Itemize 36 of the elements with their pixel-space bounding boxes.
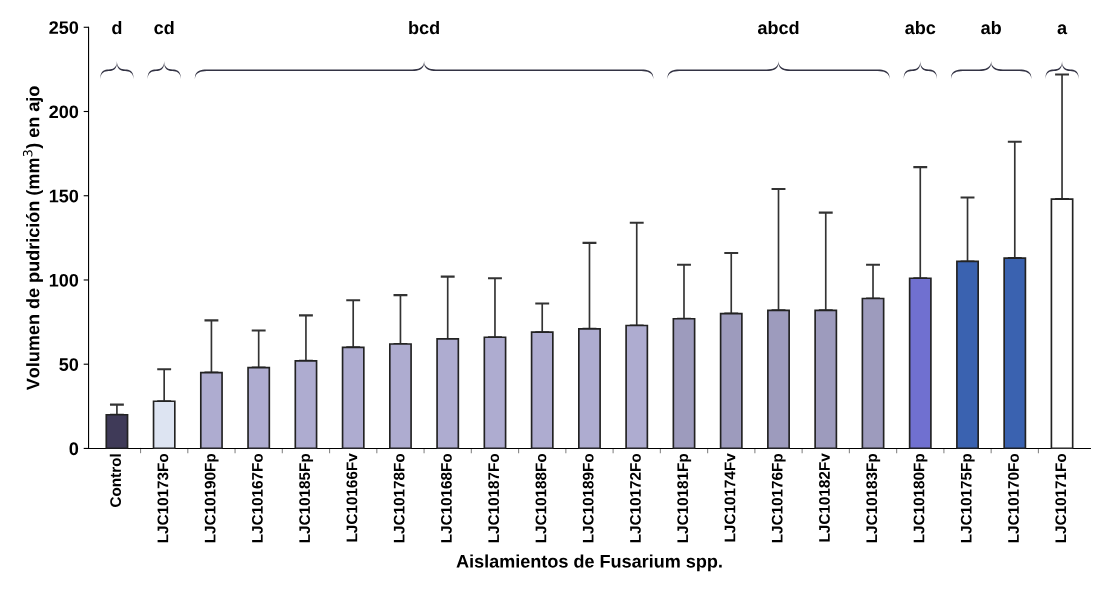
x-tick-label: LJC10168Fo [440,453,452,543]
x-tick-label: LJC10190Fp [204,453,219,543]
x-tick-label: LJC10167Fo [251,453,263,543]
x-tick-label: LJC10181Fp [677,453,692,543]
y-tick-label: 100 [49,273,79,287]
annotation: bcd [409,20,439,35]
y-axis-title: Volumen de pudrición (mm$^{3}$) en ajo [22,86,43,391]
annotation: a [1057,24,1068,35]
x-tick-label: LJC10172Fo [630,453,641,543]
annotation: abc [905,20,936,35]
x-tick-label: LJC10173Fo [157,453,169,543]
x-tick-label: LJC10178Fo [393,453,405,543]
x-tick-label: LJC10185Fp [299,453,314,543]
x-tick-label: LJC10176Fp [771,453,786,543]
x-tick-label: LJC10166Fv [346,453,358,542]
x-tick-label: LJC10175Fp [960,453,975,543]
x-tick-label: LJC10182Fv [819,453,830,542]
y-tick-label: 250 [49,21,79,34]
annotation: ab [981,20,1001,35]
x-axis-title: Aislamientos de Fusarium spp. [456,554,722,572]
x-tick-label: LJC10174Fv [724,453,736,542]
x-tick-label: LJC10183Fp [866,453,881,543]
y-tick-label: 0 [69,442,79,456]
annotation: d [112,20,122,35]
y-tick-label: 200 [49,105,79,119]
x-tick-label: LJC10189Fo [582,453,594,543]
x-tick-label: LJC10188Fo [535,453,547,543]
x-tick-label: LJC10180Fp [913,453,928,543]
x-tick-label: Control [109,454,122,507]
annotation: abcd [757,20,799,35]
annotation: cd [154,20,174,35]
x-tick-label: LJC10187Fo [488,453,500,543]
x-tick-label: LJC10170Fo [1008,453,1019,543]
y-tick-label: 50 [59,358,79,371]
x-tick-label: LJC10171Fo [1055,453,1067,543]
y-tick-label: 150 [49,189,79,203]
